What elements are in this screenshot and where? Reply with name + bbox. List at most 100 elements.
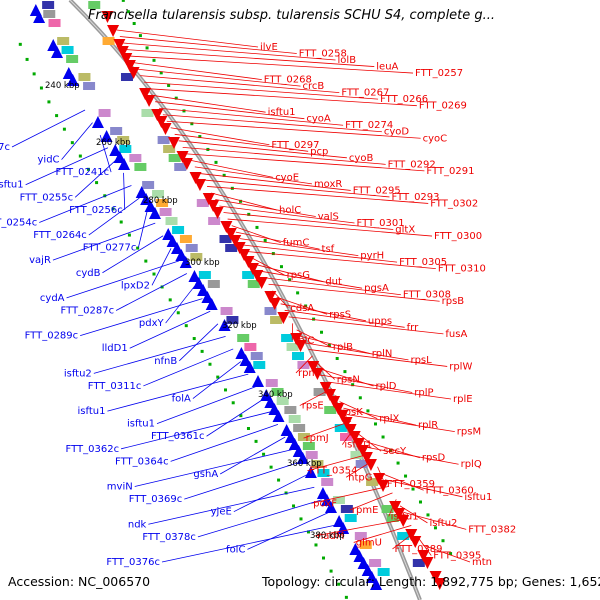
gene-arrow	[397, 515, 410, 527]
leader-line	[342, 427, 356, 445]
gene-arrow	[255, 277, 268, 289]
gc-mark	[255, 225, 259, 229]
gene-arrow	[151, 109, 164, 121]
gc-mark	[366, 409, 370, 413]
gene-label: frr	[407, 322, 419, 333]
kbp-ticks: 240 kbp 260 kbp 280 kbp 300 kbp 320 kbp 340 k…	[45, 81, 345, 541]
gene-arrow	[393, 508, 406, 520]
gc-mark	[239, 414, 243, 418]
gene-label: lldD1	[102, 343, 128, 354]
kbp-tick-label: 240 kbp	[45, 81, 80, 91]
gene-arrow	[62, 67, 75, 79]
gene-arrow	[361, 564, 374, 576]
gene-arrow	[251, 270, 264, 282]
cog-block	[61, 46, 74, 54]
gene-arrow	[409, 536, 422, 548]
gene-arrow	[316, 487, 329, 499]
cog-block	[250, 352, 263, 360]
gene-label: FTT_0378c	[142, 532, 196, 543]
gene-label: glmU	[356, 537, 382, 548]
gene-label: isftu1	[464, 492, 492, 503]
cog-block	[57, 37, 70, 45]
gene-label: ilvE	[260, 42, 278, 53]
gc-mark	[136, 246, 140, 250]
cog-block	[264, 307, 277, 315]
gc-mark	[32, 72, 36, 76]
leader-line	[148, 486, 315, 525]
gene-label: folA	[172, 394, 191, 405]
leader-line	[422, 544, 471, 563]
gc-mark	[389, 448, 393, 452]
leader-line	[399, 505, 428, 524]
gc-mark	[176, 311, 180, 315]
gene-label: FTT_0255c	[20, 192, 74, 203]
leader-line	[39, 185, 132, 223]
leader-line	[300, 336, 370, 354]
gene-arrow	[179, 256, 192, 268]
gene-arrow	[207, 200, 220, 212]
gc-mark	[426, 513, 430, 517]
gene-label: ndk	[128, 519, 147, 530]
label-leader-lines	[11, 29, 471, 563]
cog-block	[190, 253, 203, 261]
gene-label: FTT_0300	[434, 231, 482, 242]
gc-mark	[222, 173, 226, 177]
gene-label: FTT_0287c	[61, 305, 115, 316]
gc-mark	[216, 375, 220, 379]
gene-arrow	[107, 25, 120, 37]
leader-line	[161, 524, 337, 563]
gene-arrow	[260, 389, 273, 401]
gc-mark	[39, 86, 43, 90]
gc-mark	[246, 426, 250, 430]
gene-arrow	[175, 249, 188, 261]
gene-label: isftu1	[0, 180, 24, 191]
gene-arrow	[290, 333, 303, 345]
leader-line	[324, 375, 413, 393]
leader-line	[215, 199, 316, 217]
leader-line	[11, 109, 86, 148]
cog-block	[324, 406, 337, 414]
gene-arrow	[159, 123, 172, 135]
gene-arrow	[123, 60, 136, 72]
gene-arrow	[109, 144, 122, 156]
gene-arrow	[352, 438, 365, 450]
gene-label: rplQ	[461, 459, 482, 470]
leader-line	[366, 446, 459, 465]
gene-arrow	[307, 361, 320, 373]
cog-block	[305, 451, 318, 459]
gene-label: cyoE	[275, 172, 299, 183]
cog-block	[350, 451, 363, 459]
gc-mark	[292, 504, 296, 508]
gene-label: fusA	[445, 329, 467, 340]
leader-line	[384, 479, 463, 498]
leader-line	[198, 173, 351, 191]
leader-line	[392, 531, 416, 550]
cog-block	[284, 406, 297, 414]
gc-mark	[159, 71, 163, 75]
gene-arrow	[242, 256, 255, 268]
cog-block	[292, 352, 305, 360]
leader-line	[284, 309, 405, 328]
gc-mark	[126, 10, 130, 14]
gc-mark	[327, 343, 331, 347]
gene-arrow	[100, 130, 113, 142]
leader-line	[155, 101, 305, 120]
cog-block	[369, 559, 382, 567]
gc-mark	[358, 396, 362, 400]
leader-line	[122, 42, 336, 61]
gene-label: yidC	[38, 155, 60, 166]
gene-label: FTT_0305	[399, 257, 447, 268]
gc-mark	[288, 278, 292, 282]
cog-block	[237, 334, 250, 342]
gene-arrow	[429, 571, 442, 583]
map-title: Francisella tularensis subsp. tularensis…	[88, 8, 496, 23]
gene-arrow	[333, 515, 346, 527]
leader-line	[52, 222, 156, 261]
gene-label: pgsA	[364, 283, 389, 294]
gene-label: rpsG	[287, 270, 310, 281]
cog-block	[174, 163, 187, 171]
gene-label: isftu1	[268, 107, 296, 118]
leader-line	[61, 122, 93, 160]
gene-label: valS	[318, 211, 339, 222]
